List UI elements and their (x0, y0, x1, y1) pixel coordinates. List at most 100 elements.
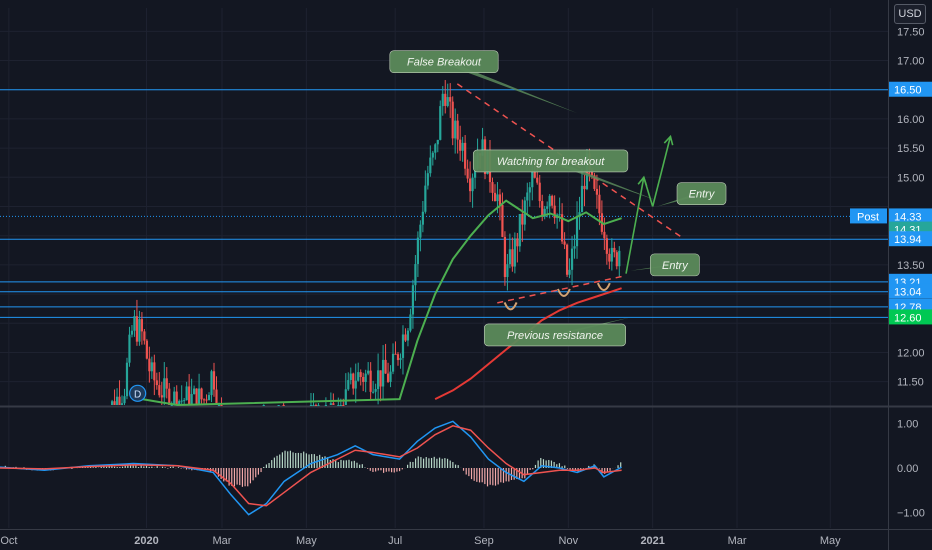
candle-body (394, 353, 397, 355)
time-tick-label: Sep (474, 535, 494, 547)
candle-body (538, 182, 541, 202)
candle-body (317, 405, 320, 406)
candle-body (431, 152, 434, 158)
candle-body (190, 394, 193, 405)
candle-body (548, 195, 551, 207)
candle-body (352, 373, 355, 389)
candle-body (531, 171, 534, 188)
candle-body (461, 142, 464, 151)
candle-body (362, 377, 365, 382)
candle-body (339, 405, 342, 406)
callout-text: Previous resistance (507, 330, 603, 342)
candle-body (439, 106, 442, 140)
candle-body (511, 249, 514, 267)
candle-body (160, 395, 163, 398)
candle-body (314, 405, 318, 406)
candle-body (481, 139, 484, 156)
level-price-tag (889, 81, 932, 97)
candle-body (138, 319, 141, 342)
candle-body (337, 405, 340, 406)
candle-body (563, 241, 566, 245)
candle-body (583, 185, 586, 190)
candle-body (570, 248, 574, 270)
candle-body (454, 120, 457, 139)
candle-body (205, 399, 208, 401)
currency-badge[interactable]: USD (894, 4, 926, 24)
candle-body (220, 405, 223, 406)
candle-body (536, 177, 539, 183)
candle-body (347, 380, 350, 390)
time-tick-label: Mar (728, 535, 747, 547)
candle-body (130, 330, 134, 335)
candle-body (367, 370, 370, 374)
price-tick-label: 16.00 (897, 114, 925, 126)
candle-body (521, 214, 524, 225)
time-tick-label: 2021 (640, 535, 664, 547)
candle-body (207, 395, 211, 401)
candle-body (421, 211, 424, 225)
candle-body (541, 201, 544, 217)
candle-body (580, 185, 584, 213)
candle-body (526, 192, 529, 201)
level-price-tag (889, 283, 932, 299)
candle-body (516, 238, 519, 247)
candle-body (359, 372, 362, 378)
candle-body (364, 373, 367, 382)
callout-box (676, 182, 727, 205)
callout-pointer (438, 61, 578, 114)
candle-body (120, 403, 124, 405)
time-tick-label: May (296, 535, 317, 547)
candle-body (444, 93, 447, 106)
time-tick-label: May (820, 535, 841, 547)
candle-body (451, 101, 454, 139)
candle-body (568, 269, 571, 275)
candle-body (613, 247, 616, 253)
candle-body (501, 204, 504, 237)
projection-arrow (651, 136, 672, 207)
callout-box (472, 149, 629, 173)
level-price-tag (889, 309, 932, 325)
candle-body (158, 385, 161, 396)
candle-body (411, 285, 415, 315)
candle-body (193, 388, 196, 395)
price-tick-label: 12.00 (897, 347, 925, 359)
candle-body (113, 401, 116, 405)
candle-body (608, 253, 611, 262)
candle-body (148, 358, 151, 372)
candle-body (309, 405, 313, 406)
projection-arrow (643, 177, 654, 207)
candle-body (145, 340, 148, 359)
callout-text: False Breakout (407, 57, 482, 69)
candle-body (416, 237, 419, 265)
candle-body (436, 139, 439, 145)
candle-body (354, 380, 357, 389)
candle-body (349, 373, 352, 381)
callout-text: Watching for breakout (497, 156, 605, 168)
candle-body (404, 334, 407, 341)
ma-line (141, 199, 622, 407)
candle-body (110, 401, 114, 405)
time-tick-label: Nov (559, 535, 579, 547)
candle-body (183, 400, 186, 402)
candle-body (506, 264, 509, 277)
candle-body (165, 378, 168, 389)
candle-body (217, 405, 221, 406)
candle-body (553, 205, 556, 219)
callouts: False Breakout Watching for breakout Entry… (129, 50, 727, 402)
candle-body (168, 388, 171, 405)
bottom-marker (556, 288, 571, 297)
callout-box (389, 50, 499, 74)
candle-body (381, 359, 385, 387)
level-price-tag (889, 208, 932, 224)
candle-body (464, 142, 467, 169)
candle-body (163, 378, 166, 398)
level-price-label: 13.04 (894, 287, 922, 299)
candle-body (173, 391, 176, 405)
candle-body (593, 175, 596, 189)
candle-body (424, 185, 427, 212)
candle-body (344, 389, 347, 405)
candle-body (180, 400, 183, 402)
candle-body (125, 362, 129, 397)
candle-body (615, 252, 618, 267)
